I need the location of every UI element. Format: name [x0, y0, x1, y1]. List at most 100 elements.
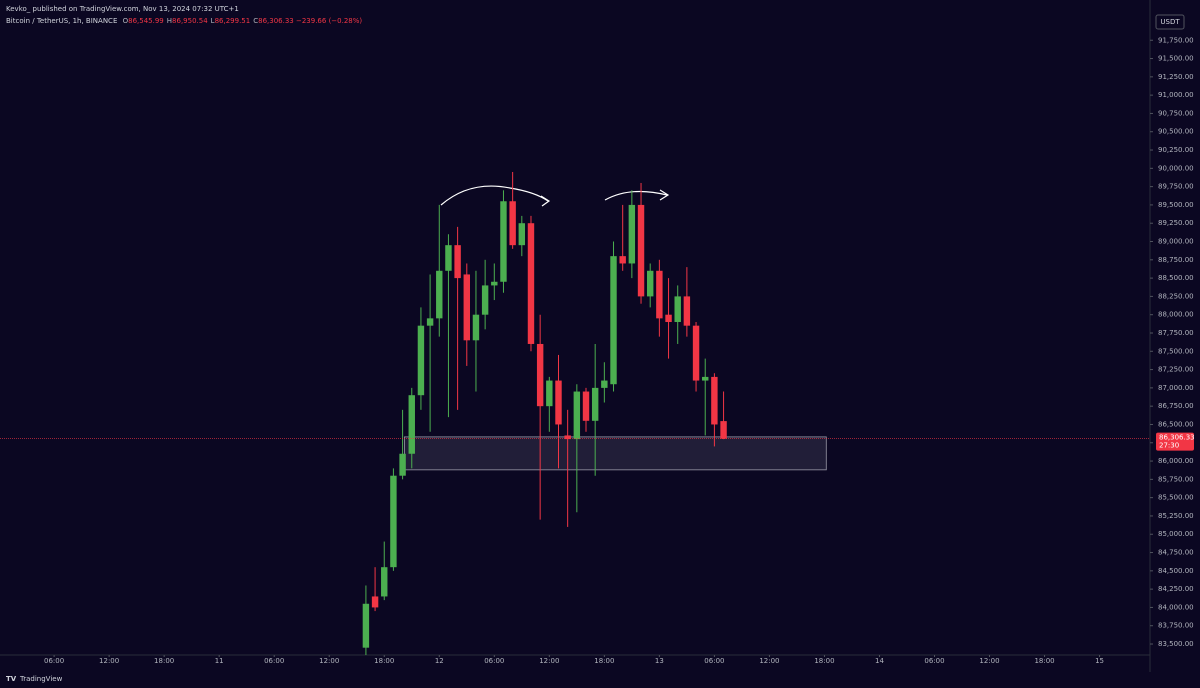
x-tick-label: 12 — [435, 657, 444, 665]
y-tick-label: 88,000.00 — [1158, 311, 1194, 319]
y-tick-label: 83,750.00 — [1158, 622, 1194, 630]
x-tick-label: 12:00 — [319, 657, 339, 665]
arrowhead — [540, 195, 551, 207]
currency: USDT — [1160, 18, 1180, 26]
support-zone — [404, 436, 827, 471]
candle-body — [546, 380, 553, 407]
y-tick-label: 84,500.00 — [1158, 567, 1194, 575]
x-tick-label: 06:00 — [484, 657, 504, 665]
header: Kevko_ published on TradingView.com, Nov… — [6, 3, 362, 27]
candle-body — [711, 376, 718, 425]
x-tick-label: 06:00 — [44, 657, 64, 665]
y-tick-label: 90,500.00 — [1158, 128, 1194, 136]
y-tick-label: 89,500.00 — [1158, 201, 1194, 209]
y-tick-label: 84,750.00 — [1158, 549, 1194, 557]
candle-body — [491, 281, 498, 286]
y-tick-label: 89,000.00 — [1158, 238, 1194, 246]
x-tick-label: 06:00 — [924, 657, 944, 665]
candle-body — [610, 256, 617, 385]
y-tick-label: 85,000.00 — [1158, 530, 1194, 538]
candle-body — [527, 223, 535, 344]
x-tick-label: 12:00 — [539, 657, 559, 665]
publisher: Kevko_ published on TradingView.com, Nov… — [6, 5, 239, 13]
candle-body — [454, 245, 461, 279]
candle-body — [463, 274, 470, 341]
x-tick-label: 18:00 — [154, 657, 174, 665]
candle-body — [381, 567, 388, 597]
ohlc: O86,545.99 H86,950.54 L86,299.51 C86,306.33 — [120, 17, 294, 25]
candle-body — [445, 245, 452, 271]
x-tick-label: 15 — [1095, 657, 1104, 665]
last-price-label: 86,306.33 — [1159, 434, 1195, 442]
ohlc-key: C — [253, 17, 259, 25]
candle-body — [555, 380, 562, 425]
candle-body — [500, 201, 507, 282]
candle-body — [573, 391, 581, 440]
candle-body — [408, 395, 415, 454]
candle-body — [426, 318, 434, 326]
y-tick-label: 86,500.00 — [1158, 420, 1194, 428]
candle-body — [518, 223, 526, 246]
y-tick-label: 86,750.00 — [1158, 402, 1194, 410]
x-tick-label: 14 — [875, 657, 884, 665]
candle-body — [619, 256, 626, 264]
x-tick-label: 06:00 — [264, 657, 284, 665]
y-tick-label: 91,500.00 — [1158, 55, 1194, 63]
arrow — [604, 190, 668, 201]
y-tick-label: 91,250.00 — [1158, 73, 1194, 81]
y-tick-label: 88,250.00 — [1158, 292, 1194, 300]
y-tick-label: 89,750.00 — [1158, 183, 1194, 191]
y-tick-label: 90,750.00 — [1158, 109, 1194, 117]
candle-body — [481, 285, 489, 315]
y-tick-label: 85,750.00 — [1158, 475, 1194, 483]
y-tick-label: 89,250.00 — [1158, 219, 1194, 227]
last-price-box — [1156, 432, 1194, 451]
candle-body — [601, 380, 608, 388]
currency-box[interactable] — [1155, 14, 1185, 30]
footer-brand: TradingView — [20, 675, 63, 683]
x-tick-label: 12:00 — [979, 657, 999, 665]
y-tick-label: 84,000.00 — [1158, 603, 1194, 611]
footer: TV TradingView — [0, 672, 1200, 688]
candle-body — [591, 387, 599, 421]
symbol: Bitcoin / TetherUS, 1h, BINANCE — [6, 17, 118, 25]
candle-body — [656, 270, 663, 319]
candle-body — [720, 421, 727, 439]
candle-body — [628, 204, 636, 264]
ohlc-value: 86,299.51 — [214, 17, 251, 25]
x-tick-label: 13 — [655, 657, 664, 665]
x-tick-label: 18:00 — [1034, 657, 1054, 665]
y-tick-label: 90,250.00 — [1158, 146, 1194, 154]
ohlc-value: 86,950.54 — [172, 17, 208, 25]
candle-body — [472, 314, 480, 341]
y-tick-label: 87,500.00 — [1158, 347, 1194, 355]
candle-body — [436, 270, 443, 319]
candle-body — [582, 391, 590, 421]
ohlc-key: L — [210, 17, 215, 25]
y-tick-label: 85,500.00 — [1158, 494, 1194, 502]
arrowhead — [659, 189, 670, 201]
x-tick-label: 18:00 — [594, 657, 614, 665]
logo: TV — [6, 675, 17, 683]
y-tick-label: 86,000.00 — [1158, 457, 1194, 465]
candle-body — [683, 296, 691, 326]
y-tick-label: 90,000.00 — [1158, 164, 1194, 172]
y-tick-label: 91,750.00 — [1158, 36, 1194, 44]
y-tick-label: 91,000.00 — [1158, 91, 1194, 99]
ohlc-key: O — [122, 17, 129, 25]
change: −239.66 (−0.28%) — [295, 17, 363, 25]
ohlc-key: H — [166, 17, 173, 25]
candle-body — [536, 343, 544, 407]
x-tick-label: 18:00 — [374, 657, 394, 665]
y-tick-label: 85,250.00 — [1158, 512, 1194, 520]
y-tick-label: 83,500.00 — [1158, 640, 1194, 648]
x-tick-label: 18:00 — [814, 657, 834, 665]
ohlc-value: 86,306.33 — [258, 17, 294, 25]
ohlc-value: 86,545.99 — [128, 17, 164, 25]
x-tick-label: 11 — [215, 657, 224, 665]
candle-body — [390, 475, 397, 568]
candle-body — [417, 325, 425, 396]
candle-body — [665, 314, 672, 323]
